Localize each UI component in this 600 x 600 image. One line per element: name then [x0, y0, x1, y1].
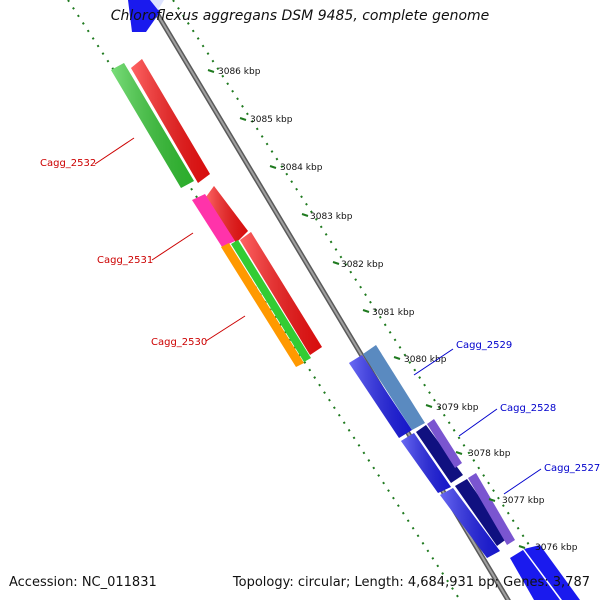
gene-cagg-2530-red[interactable]: [240, 232, 322, 355]
tick-labels: 3086 kbp 3085 kbp 3084 kbp 3083 kbp 3082…: [218, 67, 578, 553]
gene-cagg-2532-red[interactable]: [131, 59, 210, 183]
gene-cagg-2527-purple[interactable]: [468, 473, 515, 545]
left-label-lines: [94, 137, 246, 342]
gene-cagg-2531-pink[interactable]: [192, 194, 235, 247]
gene-label-cagg-2529[interactable]: Cagg_2529: [456, 340, 512, 351]
tick-label: 3086 kbp: [218, 67, 261, 77]
gene-cagg-2531-red[interactable]: [206, 186, 248, 243]
gene-fragment-bottom: [510, 545, 580, 600]
gene-cagg-2528-navy[interactable]: [416, 425, 463, 483]
tick-marks: [207, 69, 526, 549]
gene-cagg-2527-blue[interactable]: [440, 488, 500, 558]
gene-label-cagg-2532[interactable]: Cagg_2532: [40, 158, 96, 169]
tick-label: 3081 kbp: [372, 308, 415, 318]
gene-cagg-2530-green[interactable]: [231, 240, 311, 362]
tick-label: 3080 kbp: [404, 355, 447, 365]
gene-fragment-top: [128, 0, 164, 32]
gene-cagg-2527-navy[interactable]: [455, 479, 508, 546]
tick-label: 3076 kbp: [535, 543, 578, 553]
gene-label-cagg-2531[interactable]: Cagg_2531: [97, 255, 153, 266]
tick-label: 3084 kbp: [280, 163, 323, 173]
gene-cagg-2528-purple[interactable]: [427, 419, 462, 468]
gene-label-cagg-2530[interactable]: Cagg_2530: [151, 337, 207, 348]
accession-text: Accession: NC_011831: [9, 575, 157, 590]
tick-label: 3079 kbp: [436, 403, 479, 413]
gene-cagg-2532-green[interactable]: [111, 63, 194, 188]
gene-label-cagg-2528[interactable]: Cagg_2528: [500, 403, 556, 414]
map-title: Chloroflexus aggregans DSM 9485, complet…: [110, 8, 490, 24]
genome-summary-text: Topology: circular; Length: 4,684,931 bp…: [232, 575, 590, 590]
gene-label-cagg-2527[interactable]: Cagg_2527: [544, 463, 600, 474]
tick-label: 3083 kbp: [310, 212, 353, 222]
right-label-lines: [413, 348, 542, 495]
tick-label: 3077 kbp: [502, 496, 545, 506]
gene-cagg-2529-blue[interactable]: [349, 355, 412, 438]
tick-label: 3085 kbp: [250, 115, 293, 125]
gene-cagg-2529-steel[interactable]: [363, 345, 425, 430]
gene-cagg-2530-orange[interactable]: [221, 243, 304, 367]
tick-track-outer: [172, 0, 566, 600]
tick-label: 3082 kbp: [341, 260, 384, 270]
gene-cagg-2528-blue[interactable]: [401, 433, 451, 493]
tick-label: 3078 kbp: [468, 449, 511, 459]
